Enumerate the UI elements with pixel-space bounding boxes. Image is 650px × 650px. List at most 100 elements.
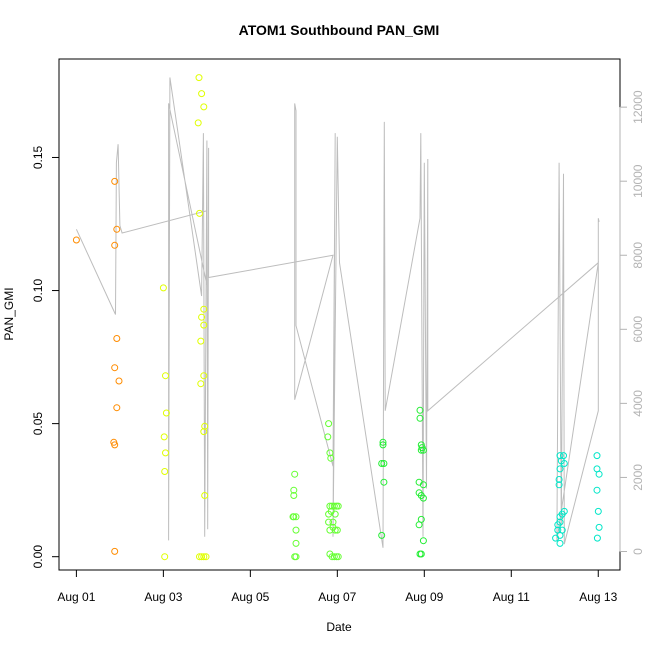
data-point — [555, 476, 563, 483]
y2-tick-label: 0 — [631, 548, 645, 555]
data-point — [325, 420, 333, 428]
y-axis-right: 0 2000 4000 6000 8000 10000 12000 — [619, 90, 645, 555]
data-point — [324, 433, 332, 441]
chart-title: ATOM1 Southbound PAN_GMI — [239, 22, 440, 38]
data-point — [325, 518, 333, 526]
data-point — [198, 553, 206, 561]
y2-tick-label: 2000 — [631, 464, 645, 491]
data-point — [72, 236, 80, 244]
data-point — [162, 449, 169, 457]
data-point — [292, 513, 300, 521]
data-point — [330, 553, 338, 561]
data-point — [113, 335, 121, 342]
data-point — [419, 537, 427, 545]
data-point — [201, 422, 209, 430]
y2-tick-label: 4000 — [631, 390, 645, 417]
data-point — [415, 521, 423, 529]
data-point — [595, 470, 603, 478]
y2-tick-label: 12000 — [631, 90, 645, 124]
data-point — [333, 526, 341, 534]
data-point — [290, 486, 298, 494]
data-point — [200, 428, 208, 436]
data-point — [198, 313, 206, 321]
y-tick-label: 0.00 — [31, 545, 45, 569]
x-axis-label: Date — [326, 620, 352, 634]
data-point — [160, 433, 168, 441]
data-point — [196, 209, 203, 217]
plot-area — [58, 58, 621, 571]
data-point — [380, 460, 388, 467]
data-point — [113, 225, 121, 233]
data-point — [595, 523, 603, 531]
data-point — [330, 502, 338, 510]
data-point — [594, 507, 602, 515]
y-axis-left: 0.00 0.05 0.10 0.15 — [31, 145, 60, 569]
data-point — [417, 446, 425, 454]
altitude-trace-layer — [75, 77, 600, 548]
data-point — [555, 481, 563, 489]
data-point — [159, 284, 167, 292]
data-point — [379, 441, 387, 449]
data-point — [161, 468, 169, 475]
data-point — [593, 486, 601, 494]
y-axis-label: PAN_GMI — [2, 287, 16, 340]
data-point — [334, 553, 342, 561]
data-point — [291, 470, 299, 478]
data-point — [416, 406, 424, 414]
data-point — [195, 74, 203, 82]
x-tick-label: Aug 07 — [318, 590, 356, 604]
data-point — [111, 177, 119, 185]
data-point — [378, 531, 386, 539]
data-point — [331, 526, 339, 534]
data-point — [327, 454, 335, 462]
x-tick-label: Aug 09 — [405, 590, 443, 604]
data-point — [552, 534, 560, 542]
data-point — [289, 513, 297, 521]
data-points-layer — [72, 74, 603, 561]
data-point — [419, 446, 427, 454]
data-point — [111, 364, 119, 372]
data-point — [378, 460, 386, 467]
data-point — [560, 460, 568, 467]
data-point — [556, 513, 564, 521]
data-point — [417, 550, 425, 558]
y2-tick-label: 10000 — [631, 164, 645, 198]
data-point — [556, 539, 564, 547]
data-point — [593, 534, 601, 542]
data-point — [292, 553, 300, 561]
data-point — [113, 404, 121, 412]
data-point — [202, 553, 210, 561]
data-point — [292, 539, 300, 547]
data-point — [419, 481, 427, 489]
data-point — [200, 103, 208, 111]
y-tick-label: 0.15 — [31, 145, 45, 169]
data-point — [290, 492, 298, 499]
data-point — [198, 90, 206, 98]
data-point — [111, 241, 119, 249]
x-axis: Aug 01 Aug 03 Aug 05 Aug 07 Aug 09 Aug 11 Aug … — [57, 569, 618, 604]
y-tick-label: 0.05 — [31, 412, 45, 436]
x-tick-label: Aug 03 — [144, 590, 182, 604]
data-point — [416, 414, 424, 422]
x-tick-label: Aug 13 — [579, 590, 617, 604]
data-point — [379, 438, 387, 446]
data-point — [194, 119, 202, 127]
data-point — [161, 553, 169, 561]
data-point — [197, 337, 205, 345]
data-point — [201, 492, 209, 499]
data-point — [200, 553, 208, 561]
data-point — [556, 465, 564, 473]
data-point — [111, 441, 119, 449]
data-point — [162, 409, 170, 417]
y-tick-label: 0.10 — [31, 279, 45, 303]
x-tick-label: Aug 01 — [57, 590, 95, 604]
data-point — [200, 321, 208, 329]
data-point — [162, 372, 169, 380]
data-point — [326, 449, 334, 457]
data-point — [380, 478, 388, 486]
data-point — [593, 452, 601, 460]
data-point — [200, 305, 208, 313]
data-point — [419, 494, 427, 502]
data-point — [200, 372, 208, 380]
